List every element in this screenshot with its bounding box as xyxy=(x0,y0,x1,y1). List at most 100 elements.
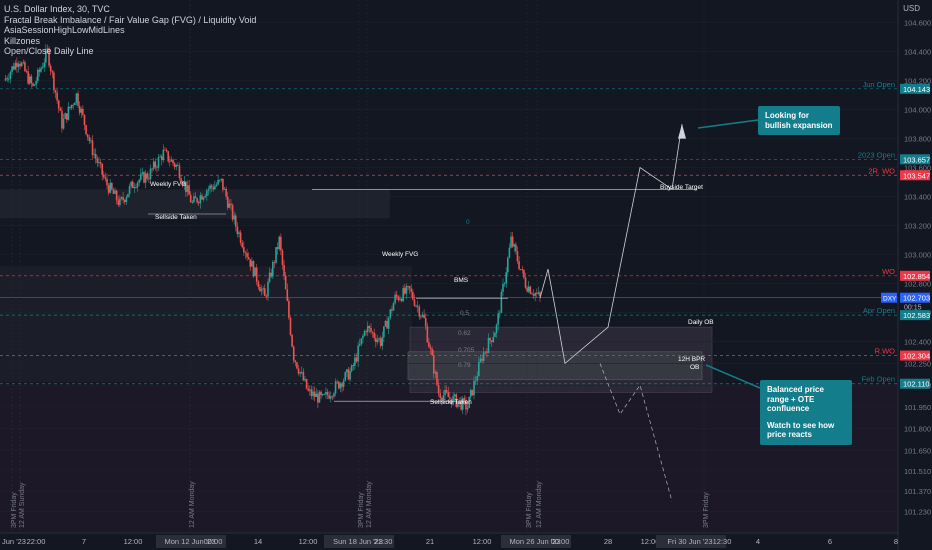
level-tag xyxy=(900,270,930,281)
candle-body xyxy=(234,215,237,227)
candle-body xyxy=(106,178,108,186)
candle-body xyxy=(350,365,353,372)
candle-body xyxy=(492,336,495,342)
annotation-label: 12H BPR xyxy=(678,356,705,363)
indicator-fvg[interactable]: Fractal Break Imbalance / Fair Value Gap… xyxy=(4,14,257,25)
candle-body xyxy=(365,331,367,332)
candle-body xyxy=(326,391,329,396)
indicator-killzones[interactable]: Killzones xyxy=(4,35,41,46)
candle-body xyxy=(272,262,274,277)
candle-body xyxy=(131,181,134,189)
candle-body xyxy=(233,215,235,220)
candle-body xyxy=(449,397,451,399)
candle-body xyxy=(358,344,361,346)
time-tick-label: 21:30 xyxy=(374,537,393,546)
callout-bpr-text2: Watch to see how price reacts xyxy=(767,420,835,440)
candle-body xyxy=(531,293,533,295)
annotation-label: Daily OB xyxy=(688,319,714,326)
symbol-tag-label: DXY xyxy=(883,296,897,303)
candle-body xyxy=(114,190,116,194)
callout-bullish: Looking for bullish expansion xyxy=(758,106,840,135)
session-label: 12 AM Monday xyxy=(189,481,196,528)
candle-body xyxy=(151,168,153,170)
callout-bullish-text: Looking for bullish expansion xyxy=(765,111,833,130)
candle-body xyxy=(183,181,186,186)
candle-body xyxy=(93,153,95,155)
candle-body xyxy=(465,399,467,410)
bpr-zone xyxy=(407,351,703,380)
level-value: 102.304 xyxy=(903,352,930,361)
price-tick-label: 101.950 xyxy=(904,403,931,412)
indicator-daily-line[interactable]: Open/Close Daily Line xyxy=(4,46,94,56)
candle-body xyxy=(407,286,409,287)
candle-body xyxy=(270,272,272,277)
candle-body xyxy=(165,149,168,152)
candle-body xyxy=(243,247,245,253)
level-label: Feb Open xyxy=(862,375,895,384)
candle-body xyxy=(281,250,284,266)
candle-body xyxy=(222,178,224,190)
candle-body xyxy=(91,140,94,155)
candle-body xyxy=(172,159,174,164)
candle-body xyxy=(244,252,247,254)
candle-body xyxy=(400,298,403,302)
candle-body xyxy=(122,197,124,201)
time-tick-label: 8 xyxy=(894,537,898,546)
candle-body xyxy=(78,105,81,113)
candle-body xyxy=(309,389,311,391)
candle-body xyxy=(254,267,256,277)
level-tag xyxy=(900,310,930,321)
candle-body xyxy=(516,251,519,262)
level-value: 103.547 xyxy=(903,171,930,180)
candle-body xyxy=(260,289,263,292)
price-tick-label: 103.600 xyxy=(904,164,931,173)
indicator-asia-session[interactable]: AsiaSessionHighLowMidLines xyxy=(4,25,125,35)
candle-body xyxy=(463,398,466,400)
candle-body xyxy=(257,281,260,287)
candle-body xyxy=(201,195,203,200)
price-tick-label: 101.230 xyxy=(904,507,931,516)
candle-body xyxy=(207,189,210,191)
candle-body xyxy=(529,286,532,294)
time-tick-label: 12:00 xyxy=(473,537,492,546)
candle-body xyxy=(48,48,50,66)
candle-body xyxy=(408,286,411,289)
time-tick-label: Mon 26 Jun '23 xyxy=(509,537,560,546)
candle-body xyxy=(523,269,525,278)
candle-body xyxy=(210,185,213,188)
candle-body xyxy=(328,395,330,399)
level-label: 2023 Open xyxy=(858,150,895,159)
candle-body xyxy=(383,326,385,338)
candle-body xyxy=(321,394,324,396)
time-label-box xyxy=(324,535,394,548)
time-tick-label: 28 xyxy=(604,537,612,546)
price-tick-label: 104.400 xyxy=(904,48,931,57)
candle-body xyxy=(519,269,522,270)
callout-pointer xyxy=(697,119,759,129)
candle-body xyxy=(186,185,189,193)
candle-body xyxy=(239,232,242,244)
candle-body xyxy=(157,157,160,168)
candle-body xyxy=(177,165,179,166)
candle-body xyxy=(310,389,313,396)
candle-body xyxy=(339,383,342,389)
candle-body xyxy=(119,198,121,205)
candle-body xyxy=(379,338,382,346)
time-label-box xyxy=(656,535,726,548)
candle-body xyxy=(510,236,512,248)
candle-body xyxy=(69,106,71,109)
candle-body xyxy=(381,337,384,346)
symbol-title[interactable]: U.S. Dollar Index, 30, TVC xyxy=(4,4,110,14)
candle-body xyxy=(457,401,459,407)
candle-body xyxy=(41,67,44,69)
candle-body xyxy=(99,162,102,164)
candle-body xyxy=(535,293,538,294)
projection-arrowhead xyxy=(678,124,686,139)
session-label: 3PM Friday xyxy=(11,492,18,528)
candle-body xyxy=(461,398,464,410)
annotation-label: OB xyxy=(690,364,699,371)
candle-body xyxy=(410,288,413,292)
candle-body xyxy=(444,389,446,396)
